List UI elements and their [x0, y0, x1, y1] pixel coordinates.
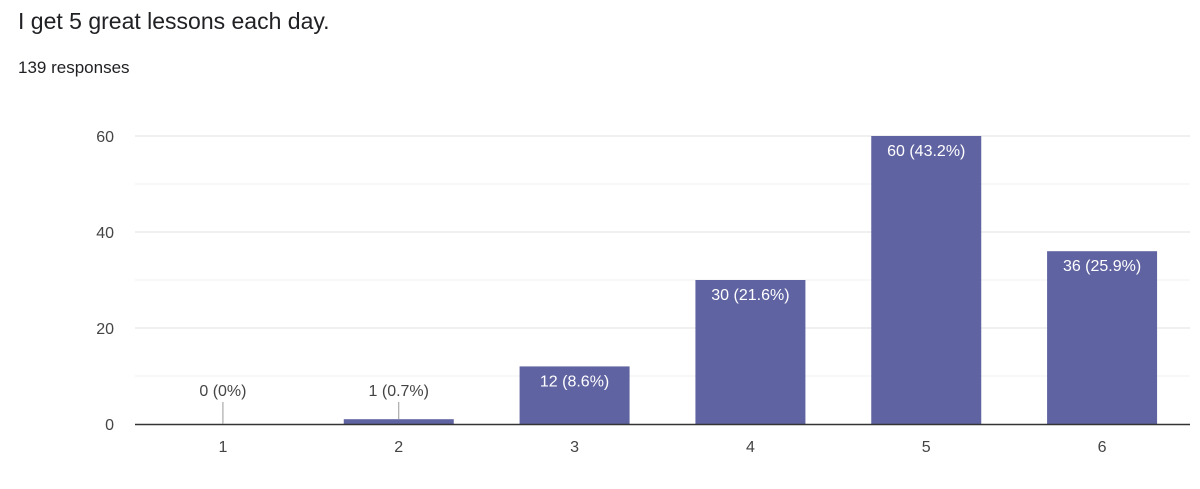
- data-label: 12 (8.6%): [540, 373, 609, 390]
- question-title: I get 5 great lessons each day.: [18, 8, 330, 34]
- data-labels: 0 (0%) 1 (0.7%) 12 (8.6%) 30 (21.6%) 60 (43.…: [199, 143, 1141, 424]
- y-tick-label: 0: [105, 417, 114, 434]
- y-tick-label: 40: [96, 225, 114, 242]
- x-tick-label: 4: [746, 439, 755, 456]
- y-axis-ticks: 0 20 40 60: [96, 129, 114, 434]
- chart-gridlines: [135, 135, 1190, 377]
- y-tick-label: 60: [96, 129, 114, 146]
- response-count: 139 responses: [18, 58, 130, 77]
- bar-4: [695, 280, 806, 424]
- bar-3: [519, 366, 630, 424]
- bar-5: [871, 136, 982, 424]
- data-label: 36 (25.9%): [1063, 258, 1141, 275]
- x-axis-labels: 1 2 3 4 5 6: [218, 439, 1106, 456]
- x-tick-label: 3: [570, 439, 579, 456]
- x-tick-label: 2: [394, 439, 403, 456]
- data-label: 30 (21.6%): [711, 287, 789, 304]
- x-tick-label: 5: [922, 439, 931, 456]
- bar-2: [343, 419, 454, 424]
- chart-bars: [343, 136, 1158, 424]
- data-label: 1 (0.7%): [369, 383, 429, 400]
- bar-6: [1047, 251, 1158, 424]
- x-tick-label: 6: [1098, 439, 1107, 456]
- y-tick-label: 20: [96, 321, 114, 338]
- data-label: 60 (43.2%): [887, 143, 965, 160]
- data-label: 0 (0%): [199, 383, 246, 400]
- x-tick-label: 1: [218, 439, 227, 456]
